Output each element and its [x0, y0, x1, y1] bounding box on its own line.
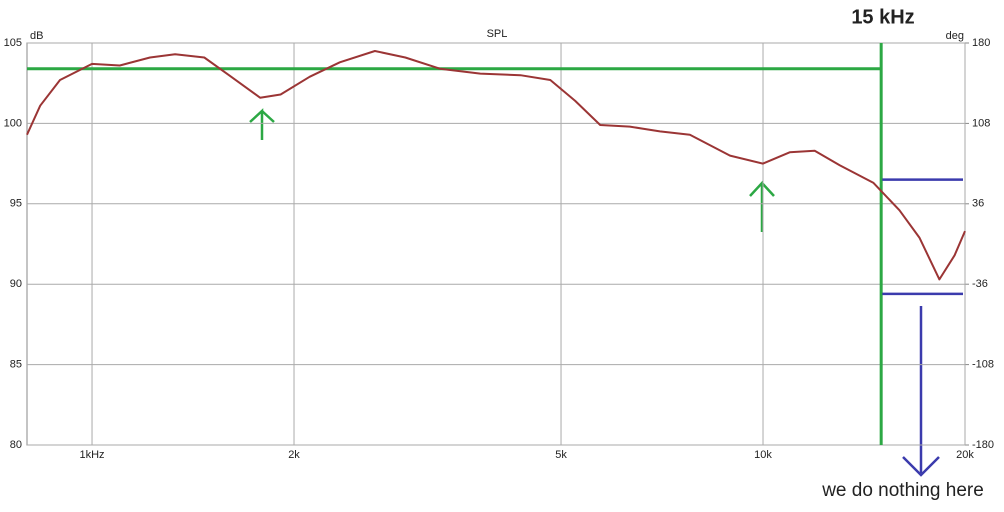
arrow	[761, 182, 775, 197]
x-tick-label: 20k	[956, 449, 974, 461]
y2-tick-label: 36	[972, 198, 984, 210]
y2-tick-label: -36	[972, 278, 988, 290]
x-tick-label: 5k	[555, 449, 567, 461]
x-tick-label: 1kHz	[79, 449, 104, 461]
x-tick-label: 10k	[754, 449, 772, 461]
series-line	[26, 50, 966, 281]
y2-tick-label: 108	[972, 117, 990, 129]
y2-axis-label: deg	[946, 30, 964, 42]
plot-frame	[26, 42, 966, 446]
arrow	[902, 456, 940, 477]
arrow	[261, 110, 275, 123]
y-tick-label: 105	[4, 37, 22, 49]
y-axis-label: dB	[30, 30, 43, 42]
y2-tick-label: -108	[972, 359, 994, 371]
y-tick-label: 95	[10, 198, 22, 210]
y-tick-label: 100	[4, 117, 22, 129]
y2-tick-label: -180	[972, 439, 994, 451]
vline-label: 15 kHz	[851, 6, 914, 28]
y2-tick-label: 180	[972, 37, 990, 49]
chart-title: SPL	[487, 28, 508, 40]
x-tick-label: 2k	[288, 449, 300, 461]
annotation: we do nothing here	[821, 480, 984, 501]
y-tick-label: 90	[10, 278, 22, 290]
y-tick-label: 85	[10, 359, 22, 371]
y-tick-label: 80	[10, 439, 22, 451]
